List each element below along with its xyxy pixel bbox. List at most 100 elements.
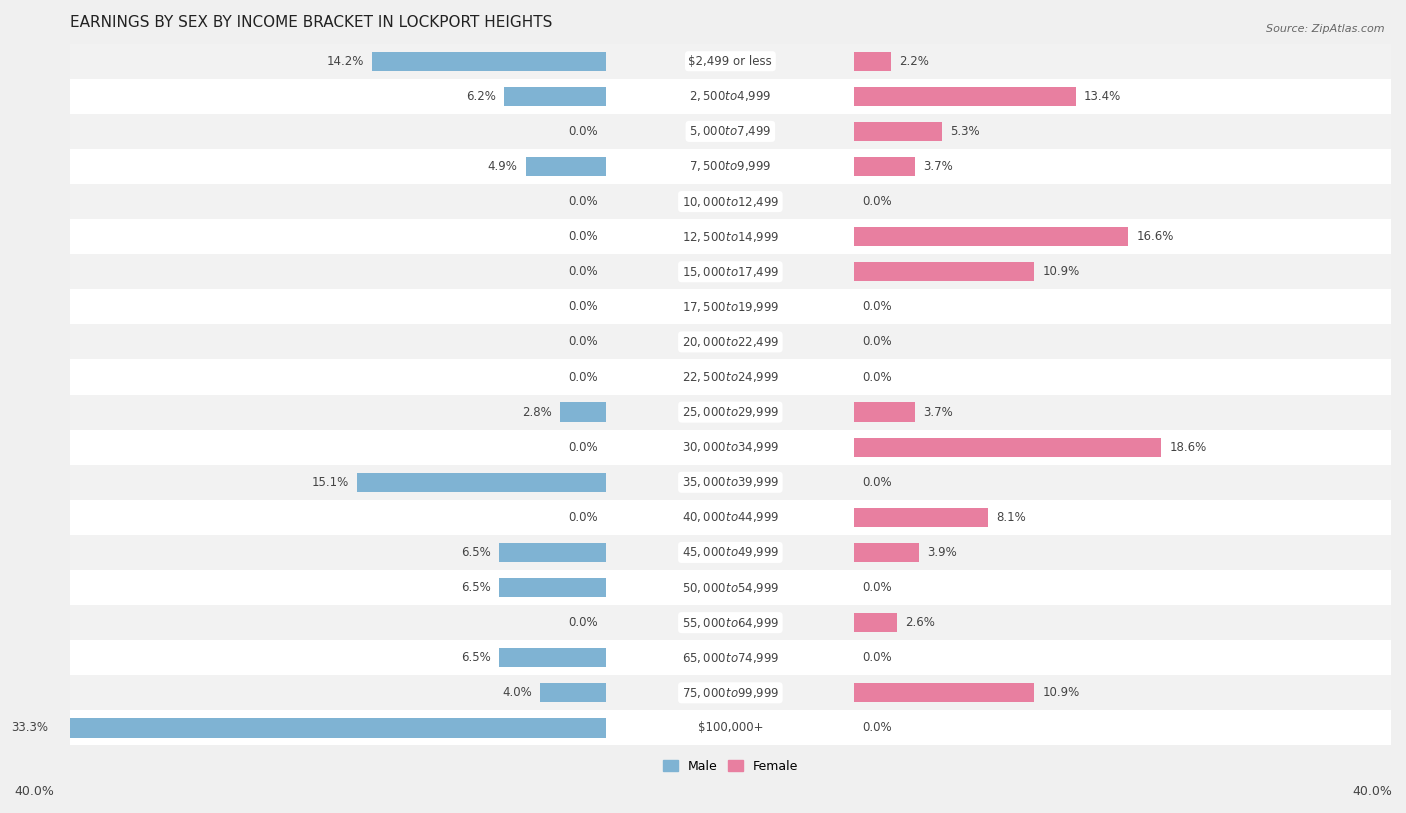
Text: 4.0%: 4.0% (502, 686, 531, 699)
Text: $12,500 to $14,999: $12,500 to $14,999 (682, 229, 779, 244)
Text: 0.0%: 0.0% (568, 265, 598, 278)
Bar (70, 79, 1391, 114)
Bar (855, 613, 897, 633)
Text: $35,000 to $39,999: $35,000 to $39,999 (682, 476, 779, 489)
Text: 6.5%: 6.5% (461, 546, 491, 559)
Text: $20,000 to $22,499: $20,000 to $22,499 (682, 335, 779, 349)
Text: 6.5%: 6.5% (461, 651, 491, 664)
Text: $2,499 or less: $2,499 or less (689, 54, 772, 67)
Text: $45,000 to $49,999: $45,000 to $49,999 (682, 546, 779, 559)
Text: $22,500 to $24,999: $22,500 to $24,999 (682, 370, 779, 384)
Bar (70, 640, 1391, 676)
Bar (70, 605, 1391, 640)
Bar (70, 44, 1391, 79)
Text: $17,500 to $19,999: $17,500 to $19,999 (682, 300, 779, 314)
Text: $100,000+: $100,000+ (697, 721, 763, 734)
Text: $5,000 to $7,499: $5,000 to $7,499 (689, 124, 772, 138)
Text: 5.3%: 5.3% (950, 125, 980, 138)
Text: 0.0%: 0.0% (862, 476, 893, 489)
Bar (70, 535, 1391, 570)
Text: 3.7%: 3.7% (924, 406, 953, 419)
Bar (526, 157, 606, 176)
Bar (855, 543, 918, 562)
Text: 0.0%: 0.0% (568, 511, 598, 524)
Text: $2,500 to $4,999: $2,500 to $4,999 (689, 89, 772, 103)
Text: $65,000 to $74,999: $65,000 to $74,999 (682, 650, 779, 665)
Bar (855, 402, 915, 422)
Text: $15,000 to $17,499: $15,000 to $17,499 (682, 265, 779, 279)
Text: 0.0%: 0.0% (568, 125, 598, 138)
Bar (499, 578, 606, 598)
Text: 0.0%: 0.0% (862, 581, 893, 594)
Bar (70, 676, 1391, 711)
Text: 4.9%: 4.9% (488, 160, 517, 173)
Text: $7,500 to $9,999: $7,500 to $9,999 (689, 159, 772, 173)
Text: 3.7%: 3.7% (924, 160, 953, 173)
Bar (70, 324, 1391, 359)
Text: $25,000 to $29,999: $25,000 to $29,999 (682, 405, 779, 419)
Text: $75,000 to $99,999: $75,000 to $99,999 (682, 686, 779, 700)
Text: 13.4%: 13.4% (1084, 89, 1121, 102)
Text: 16.6%: 16.6% (1136, 230, 1174, 243)
Text: 10.9%: 10.9% (1042, 265, 1080, 278)
Text: 0.0%: 0.0% (568, 616, 598, 629)
Text: 3.9%: 3.9% (927, 546, 956, 559)
Text: 0.0%: 0.0% (862, 336, 893, 349)
Text: 0.0%: 0.0% (862, 651, 893, 664)
Bar (855, 437, 1161, 457)
Text: $55,000 to $64,999: $55,000 to $64,999 (682, 615, 779, 629)
Text: 33.3%: 33.3% (11, 721, 48, 734)
Bar (855, 51, 890, 71)
Text: 10.9%: 10.9% (1042, 686, 1080, 699)
Bar (855, 507, 988, 527)
Text: EARNINGS BY SEX BY INCOME BRACKET IN LOCKPORT HEIGHTS: EARNINGS BY SEX BY INCOME BRACKET IN LOC… (70, 15, 553, 30)
Text: Source: ZipAtlas.com: Source: ZipAtlas.com (1267, 24, 1385, 33)
Bar (373, 51, 606, 71)
Text: 8.1%: 8.1% (997, 511, 1026, 524)
Text: $10,000 to $12,499: $10,000 to $12,499 (682, 194, 779, 209)
Bar (70, 184, 1391, 220)
Text: $30,000 to $34,999: $30,000 to $34,999 (682, 440, 779, 454)
Text: 18.6%: 18.6% (1170, 441, 1206, 454)
Text: 0.0%: 0.0% (862, 371, 893, 384)
Bar (855, 157, 915, 176)
Bar (70, 149, 1391, 184)
Text: 0.0%: 0.0% (568, 336, 598, 349)
Text: 14.2%: 14.2% (326, 54, 364, 67)
Bar (70, 570, 1391, 605)
Text: 0.0%: 0.0% (862, 195, 893, 208)
Bar (70, 394, 1391, 429)
Text: 6.5%: 6.5% (461, 581, 491, 594)
Bar (505, 87, 606, 106)
Bar (56, 718, 606, 737)
Text: 0.0%: 0.0% (862, 300, 893, 313)
Bar (855, 227, 1129, 246)
Text: $50,000 to $54,999: $50,000 to $54,999 (682, 580, 779, 594)
Bar (70, 359, 1391, 394)
Text: 40.0%: 40.0% (1353, 785, 1392, 798)
Text: 2.6%: 2.6% (905, 616, 935, 629)
Bar (540, 683, 606, 702)
Bar (70, 114, 1391, 149)
Bar (855, 87, 1076, 106)
Bar (499, 543, 606, 562)
Bar (70, 429, 1391, 465)
Text: $40,000 to $44,999: $40,000 to $44,999 (682, 511, 779, 524)
Bar (855, 262, 1035, 281)
Text: 0.0%: 0.0% (568, 371, 598, 384)
Text: 0.0%: 0.0% (568, 195, 598, 208)
Text: 0.0%: 0.0% (862, 721, 893, 734)
Text: 6.2%: 6.2% (465, 89, 496, 102)
Bar (70, 254, 1391, 289)
Bar (357, 472, 606, 492)
Bar (499, 648, 606, 667)
Text: 2.8%: 2.8% (522, 406, 553, 419)
Legend: Male, Female: Male, Female (658, 754, 803, 778)
Text: 15.1%: 15.1% (312, 476, 349, 489)
Bar (855, 683, 1035, 702)
Text: 0.0%: 0.0% (568, 230, 598, 243)
Bar (855, 122, 942, 141)
Text: 2.2%: 2.2% (898, 54, 929, 67)
Bar (70, 465, 1391, 500)
Text: 0.0%: 0.0% (568, 300, 598, 313)
